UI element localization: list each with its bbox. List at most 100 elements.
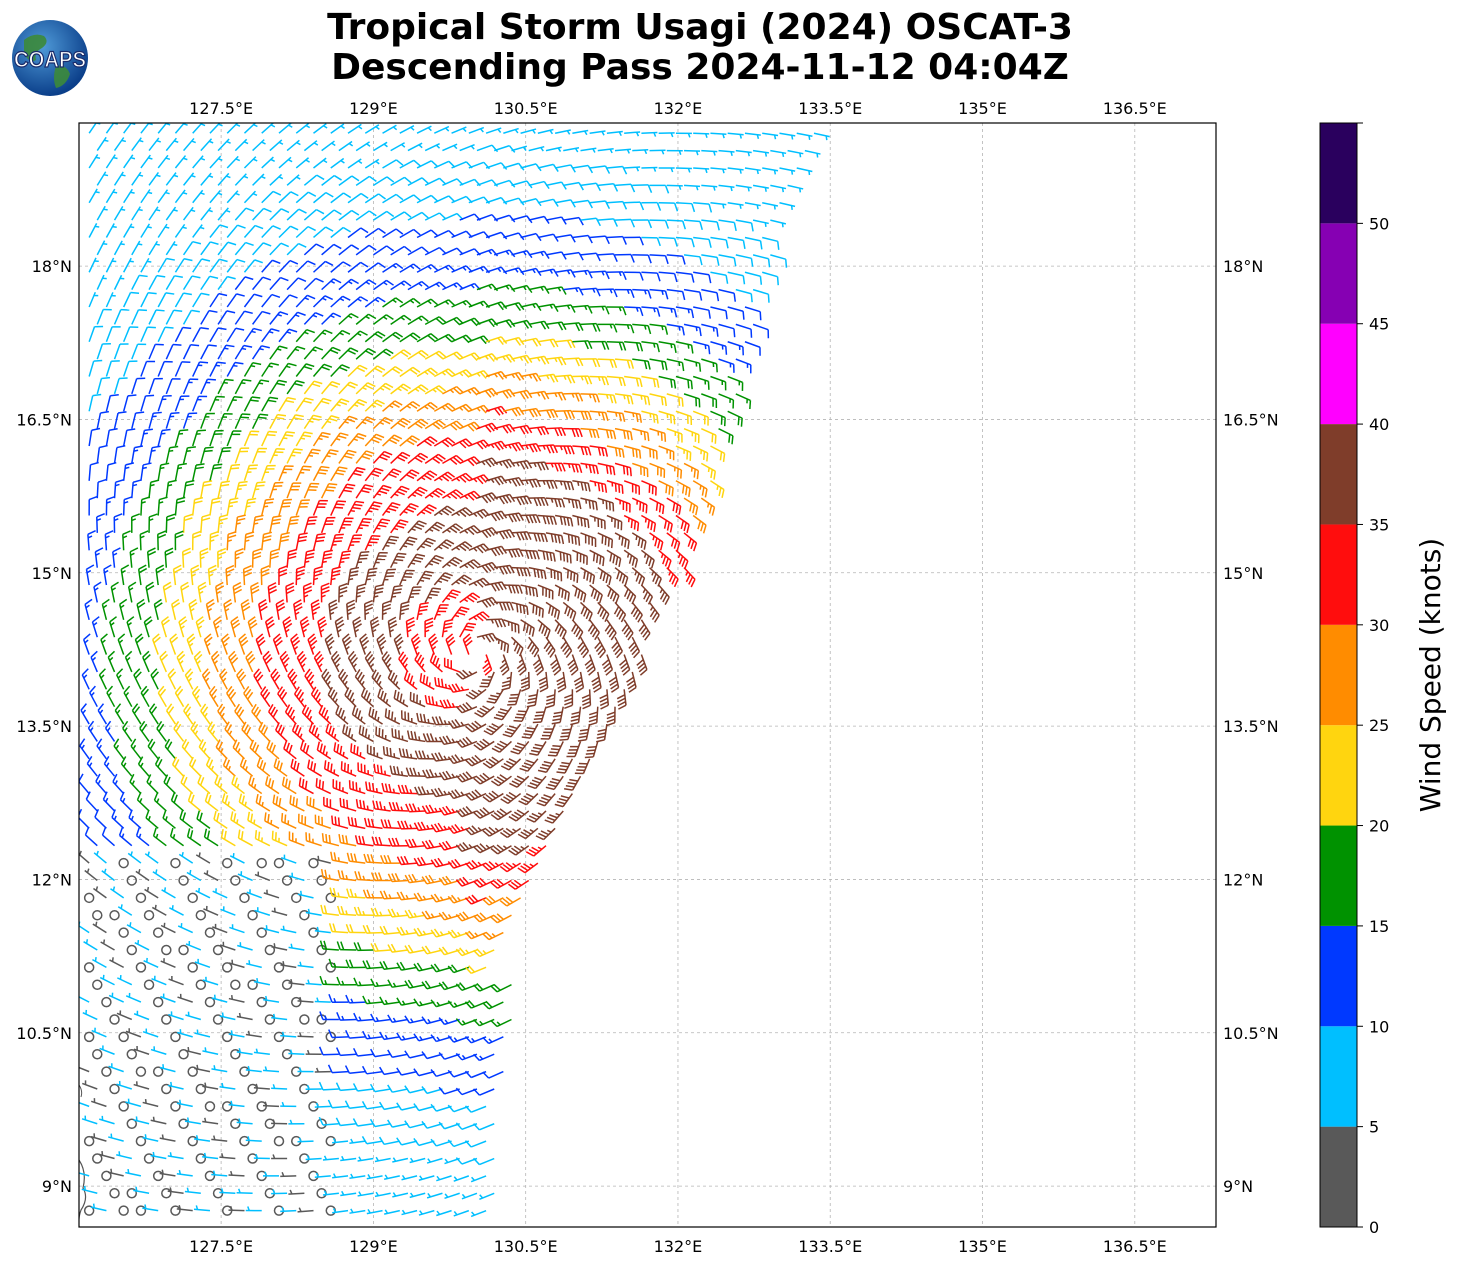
barb-feather [563, 410, 569, 420]
wind-barb [131, 206, 143, 221]
barb-feather [292, 639, 301, 647]
barb-half-feather [554, 357, 558, 363]
barb-feather [553, 669, 562, 676]
wind-barb [537, 479, 558, 489]
barb-feather [609, 359, 614, 368]
barb-feather [456, 420, 464, 428]
barb-feather [639, 272, 644, 281]
wind-barb [261, 225, 281, 239]
wind-barb [675, 549, 689, 570]
barb-feather [532, 514, 538, 524]
barb-half-feather [514, 268, 519, 273]
wind-barb [683, 323, 702, 337]
wind-barb [589, 514, 606, 530]
barb-shaft [390, 383, 404, 395]
barb-half-feather [407, 629, 412, 633]
barb-feather [664, 290, 669, 300]
barb-feather [238, 633, 246, 641]
barb-feather [633, 650, 640, 659]
wind-barb [105, 223, 117, 238]
barb-shaft [88, 360, 95, 377]
barb-feather [594, 632, 600, 641]
wind-barb [105, 123, 118, 134]
barb-feather [596, 592, 601, 602]
barb-feather [134, 445, 144, 449]
barb-shaft [105, 223, 115, 238]
wind-barb [459, 386, 481, 396]
barb-shaft [330, 398, 342, 412]
wind-barb [226, 123, 241, 134]
barb-feather [359, 554, 369, 557]
barb-shaft [182, 344, 192, 360]
barb-feather [621, 575, 626, 584]
barb-feather [671, 487, 674, 497]
barb-feather [528, 586, 532, 596]
barb-half-feather [146, 260, 152, 263]
barb-shaft [597, 393, 614, 396]
barb-half-feather [101, 639, 106, 644]
barb-feather [587, 340, 593, 350]
wind-barb [621, 619, 634, 641]
barb-shaft [623, 549, 638, 560]
barb-shaft [165, 241, 176, 256]
barb-feather [556, 610, 561, 620]
wind-barb [700, 462, 717, 480]
wind-barb [468, 543, 490, 554]
barb-shaft [416, 401, 431, 412]
wind-barb [606, 480, 624, 494]
barb-feather [356, 367, 366, 373]
barb-feather [175, 534, 184, 539]
barb-feather [575, 322, 581, 332]
wind-barb [303, 448, 321, 464]
barb-shaft [614, 393, 631, 397]
barb-feather [728, 434, 731, 443]
barb-feather [629, 431, 633, 441]
wind-barb [372, 416, 393, 430]
wind-barb [303, 312, 324, 325]
barb-feather [303, 582, 312, 588]
wind-barb [286, 311, 306, 325]
wind-barb [320, 582, 330, 603]
barb-half-feather [253, 123, 258, 128]
barb-half-feather [429, 494, 434, 498]
barb-shaft [666, 219, 683, 222]
wind-barb [393, 633, 404, 655]
barb-feather [377, 636, 386, 644]
barb-feather [371, 623, 380, 629]
barb-feather [693, 468, 696, 478]
barb-half-feather [340, 159, 345, 164]
wind-barb [468, 508, 490, 519]
wind-barb [666, 149, 683, 155]
wind-barb [606, 200, 628, 210]
barb-feather [642, 629, 649, 638]
barb-feather [479, 579, 487, 587]
barb-feather [776, 276, 779, 286]
barb-shaft [101, 604, 108, 620]
barb-feather [511, 478, 518, 487]
barb-feather [225, 378, 234, 382]
barb-feather [514, 303, 522, 312]
barb-shaft [572, 269, 589, 273]
barb-feather [240, 639, 249, 647]
barb-feather [622, 236, 627, 245]
wind-barb [623, 480, 641, 495]
barb-half-feather [661, 290, 664, 296]
barb-shaft [433, 572, 446, 586]
barb-shaft [321, 174, 335, 186]
barb-feather [217, 551, 227, 556]
barb-shaft [312, 466, 322, 482]
barb-feather [500, 197, 508, 205]
barb-half-feather [649, 606, 654, 611]
wind-barb [338, 140, 354, 152]
barb-feather [604, 536, 607, 546]
wind-barb [390, 245, 412, 256]
barb-half-feather [338, 594, 344, 598]
barb-half-feather [644, 518, 647, 523]
barb-feather [327, 486, 336, 489]
barb-feather [402, 383, 411, 390]
barb-shaft [295, 534, 300, 551]
barb-feather [658, 503, 662, 513]
barb-feather [595, 501, 598, 511]
barb-shaft [389, 586, 395, 603]
barb-feather [92, 616, 100, 623]
